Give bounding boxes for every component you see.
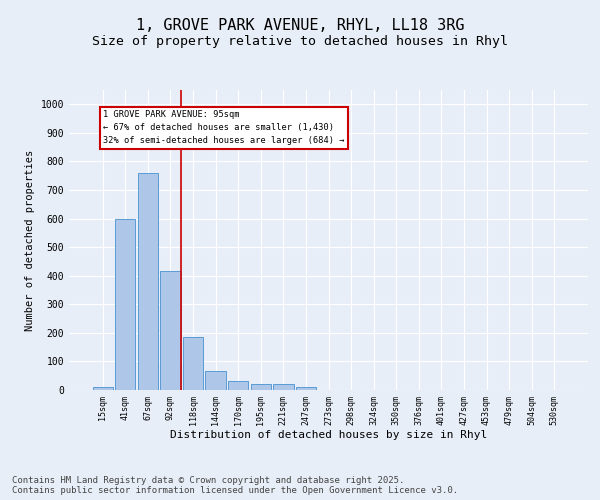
Bar (183, 337, 203, 390)
Text: Contains HM Land Registry data © Crown copyright and database right 2025.
Contai: Contains HM Land Registry data © Crown c… (12, 476, 458, 495)
Bar (228, 382, 248, 390)
Bar (296, 387, 316, 390)
X-axis label: Distribution of detached houses by size in Rhyl: Distribution of detached houses by size … (170, 430, 487, 440)
Bar (138, 173, 158, 390)
Bar (115, 218, 136, 390)
Text: Size of property relative to detached houses in Rhyl: Size of property relative to detached ho… (92, 35, 508, 48)
Text: 1, GROVE PARK AVENUE, RHYL, LL18 3RG: 1, GROVE PARK AVENUE, RHYL, LL18 3RG (136, 18, 464, 32)
Y-axis label: Number of detached properties: Number of detached properties (25, 150, 35, 330)
Text: 1 GROVE PARK AVENUE: 95sqm
← 67% of detached houses are smaller (1,430)
32% of s: 1 GROVE PARK AVENUE: 95sqm ← 67% of deta… (103, 110, 345, 146)
Bar (251, 384, 271, 390)
Bar (273, 384, 293, 390)
Bar (160, 272, 181, 390)
Bar (92, 387, 113, 390)
Bar (205, 372, 226, 390)
